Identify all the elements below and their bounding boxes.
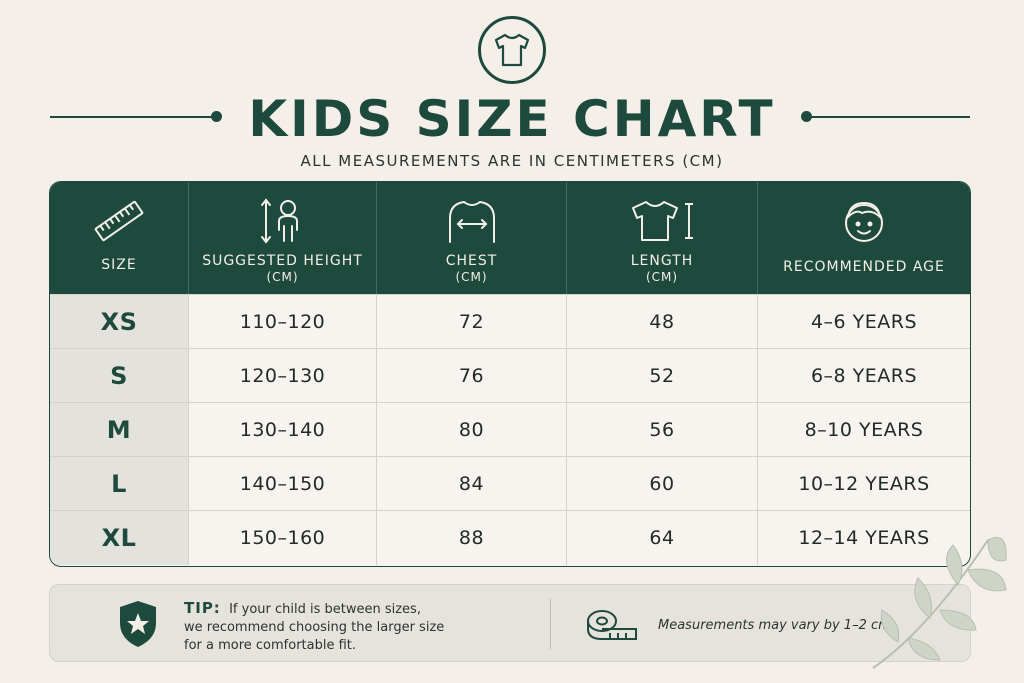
size-cell: XS: [50, 295, 189, 349]
age-cell: 8–10 YEARS: [804, 419, 924, 441]
measuring-tape-icon: [586, 607, 640, 645]
length-cell: 64: [567, 511, 758, 565]
page-subtitle: ALL MEASUREMENTS ARE IN CENTIMETERS (CM): [300, 152, 724, 170]
chest-cell: 80: [377, 403, 567, 457]
header-chest: CHEST (CM): [377, 182, 567, 294]
tip-divider: [550, 599, 551, 649]
tip-line-3: for a more comfortable fit.: [184, 638, 357, 653]
size-cell: M: [50, 403, 189, 457]
chest-cell: 72: [377, 295, 567, 349]
title-dot-right: [801, 111, 812, 122]
age-cell: 4–6 YEARS: [810, 311, 918, 333]
height-cell: 110–120: [189, 295, 377, 349]
chest-cell: 88: [377, 511, 567, 565]
size-cell: XL: [50, 511, 189, 565]
page-title: KIDS SIZE CHART: [248, 90, 776, 148]
child-face-icon: [758, 196, 970, 246]
header-unit: (CM): [455, 270, 488, 284]
chest-cell: 76: [377, 349, 567, 403]
height-cell: 150–160: [189, 511, 377, 565]
title-dot-left: [211, 111, 222, 122]
length-cell: 52: [567, 349, 758, 403]
header-size: SIZE: [50, 182, 189, 294]
header-height: SUGGESTED HEIGHT (CM): [189, 182, 377, 294]
age-cell: 12–14 YEARS: [798, 527, 930, 549]
header-label: RECOMMENDED AGE: [783, 259, 945, 275]
title-rule-left: [50, 116, 216, 118]
ruler-icon: [50, 196, 188, 246]
tip-box: TIP: If your child is between sizes, we …: [49, 584, 971, 662]
title-rule-right: [806, 116, 970, 118]
length-cell: 56: [567, 403, 758, 457]
header-unit: (CM): [645, 270, 679, 284]
header-length: LENGTH (CM): [567, 182, 758, 294]
header-label: LENGTH: [630, 253, 694, 269]
header-label: CHEST: [445, 253, 498, 269]
age-cell: 6–8 YEARS: [810, 365, 918, 387]
age-cell: 10–12 YEARS: [798, 473, 930, 495]
header-age: RECOMMENDED AGE: [758, 182, 970, 294]
table-header: SIZE SUGGESTED HEIGHT (CM): [50, 182, 970, 294]
header-label: SIZE: [101, 257, 137, 273]
height-cell: 120–130: [189, 349, 377, 403]
tip-text: TIP: If your child is between sizes, we …: [184, 599, 484, 655]
length-cell: 48: [567, 295, 758, 349]
tip-label: TIP:: [184, 599, 221, 617]
table-row: XS 110–120 72 48 4–6 YEARS: [50, 294, 970, 349]
table-row: L 140–150 84 60 10–12 YEARS: [50, 456, 970, 511]
leaf-branch-icon: [868, 530, 1018, 674]
size-table: SIZE SUGGESTED HEIGHT (CM): [49, 181, 971, 567]
child-height-icon: [189, 196, 376, 246]
height-cell: 130–140: [189, 403, 377, 457]
table-row: M 130–140 80 56 8–10 YEARS: [50, 402, 970, 457]
chest-cell: 84: [377, 457, 567, 511]
table-row: XL 150–160 88 64 12–14 YEARS: [50, 510, 970, 565]
length-cell: 60: [567, 457, 758, 511]
shield-star-icon: [116, 599, 160, 653]
size-cell: L: [50, 457, 189, 511]
chest-measure-icon: [377, 196, 566, 246]
header-unit: (CM): [266, 270, 299, 284]
measurement-note: Measurements may vary by 1–2 cm.: [658, 618, 895, 633]
size-cell: S: [50, 349, 189, 403]
tshirt-length-icon: [567, 196, 757, 246]
header-label: SUGGESTED HEIGHT: [202, 253, 363, 269]
tip-line-2: we recommend choosing the larger size: [184, 620, 445, 635]
height-cell: 140–150: [189, 457, 377, 511]
tip-line-1: If your child is between sizes,: [229, 602, 421, 617]
tshirt-logo-icon: [478, 16, 546, 84]
table-row: S 120–130 76 52 6–8 YEARS: [50, 348, 970, 403]
